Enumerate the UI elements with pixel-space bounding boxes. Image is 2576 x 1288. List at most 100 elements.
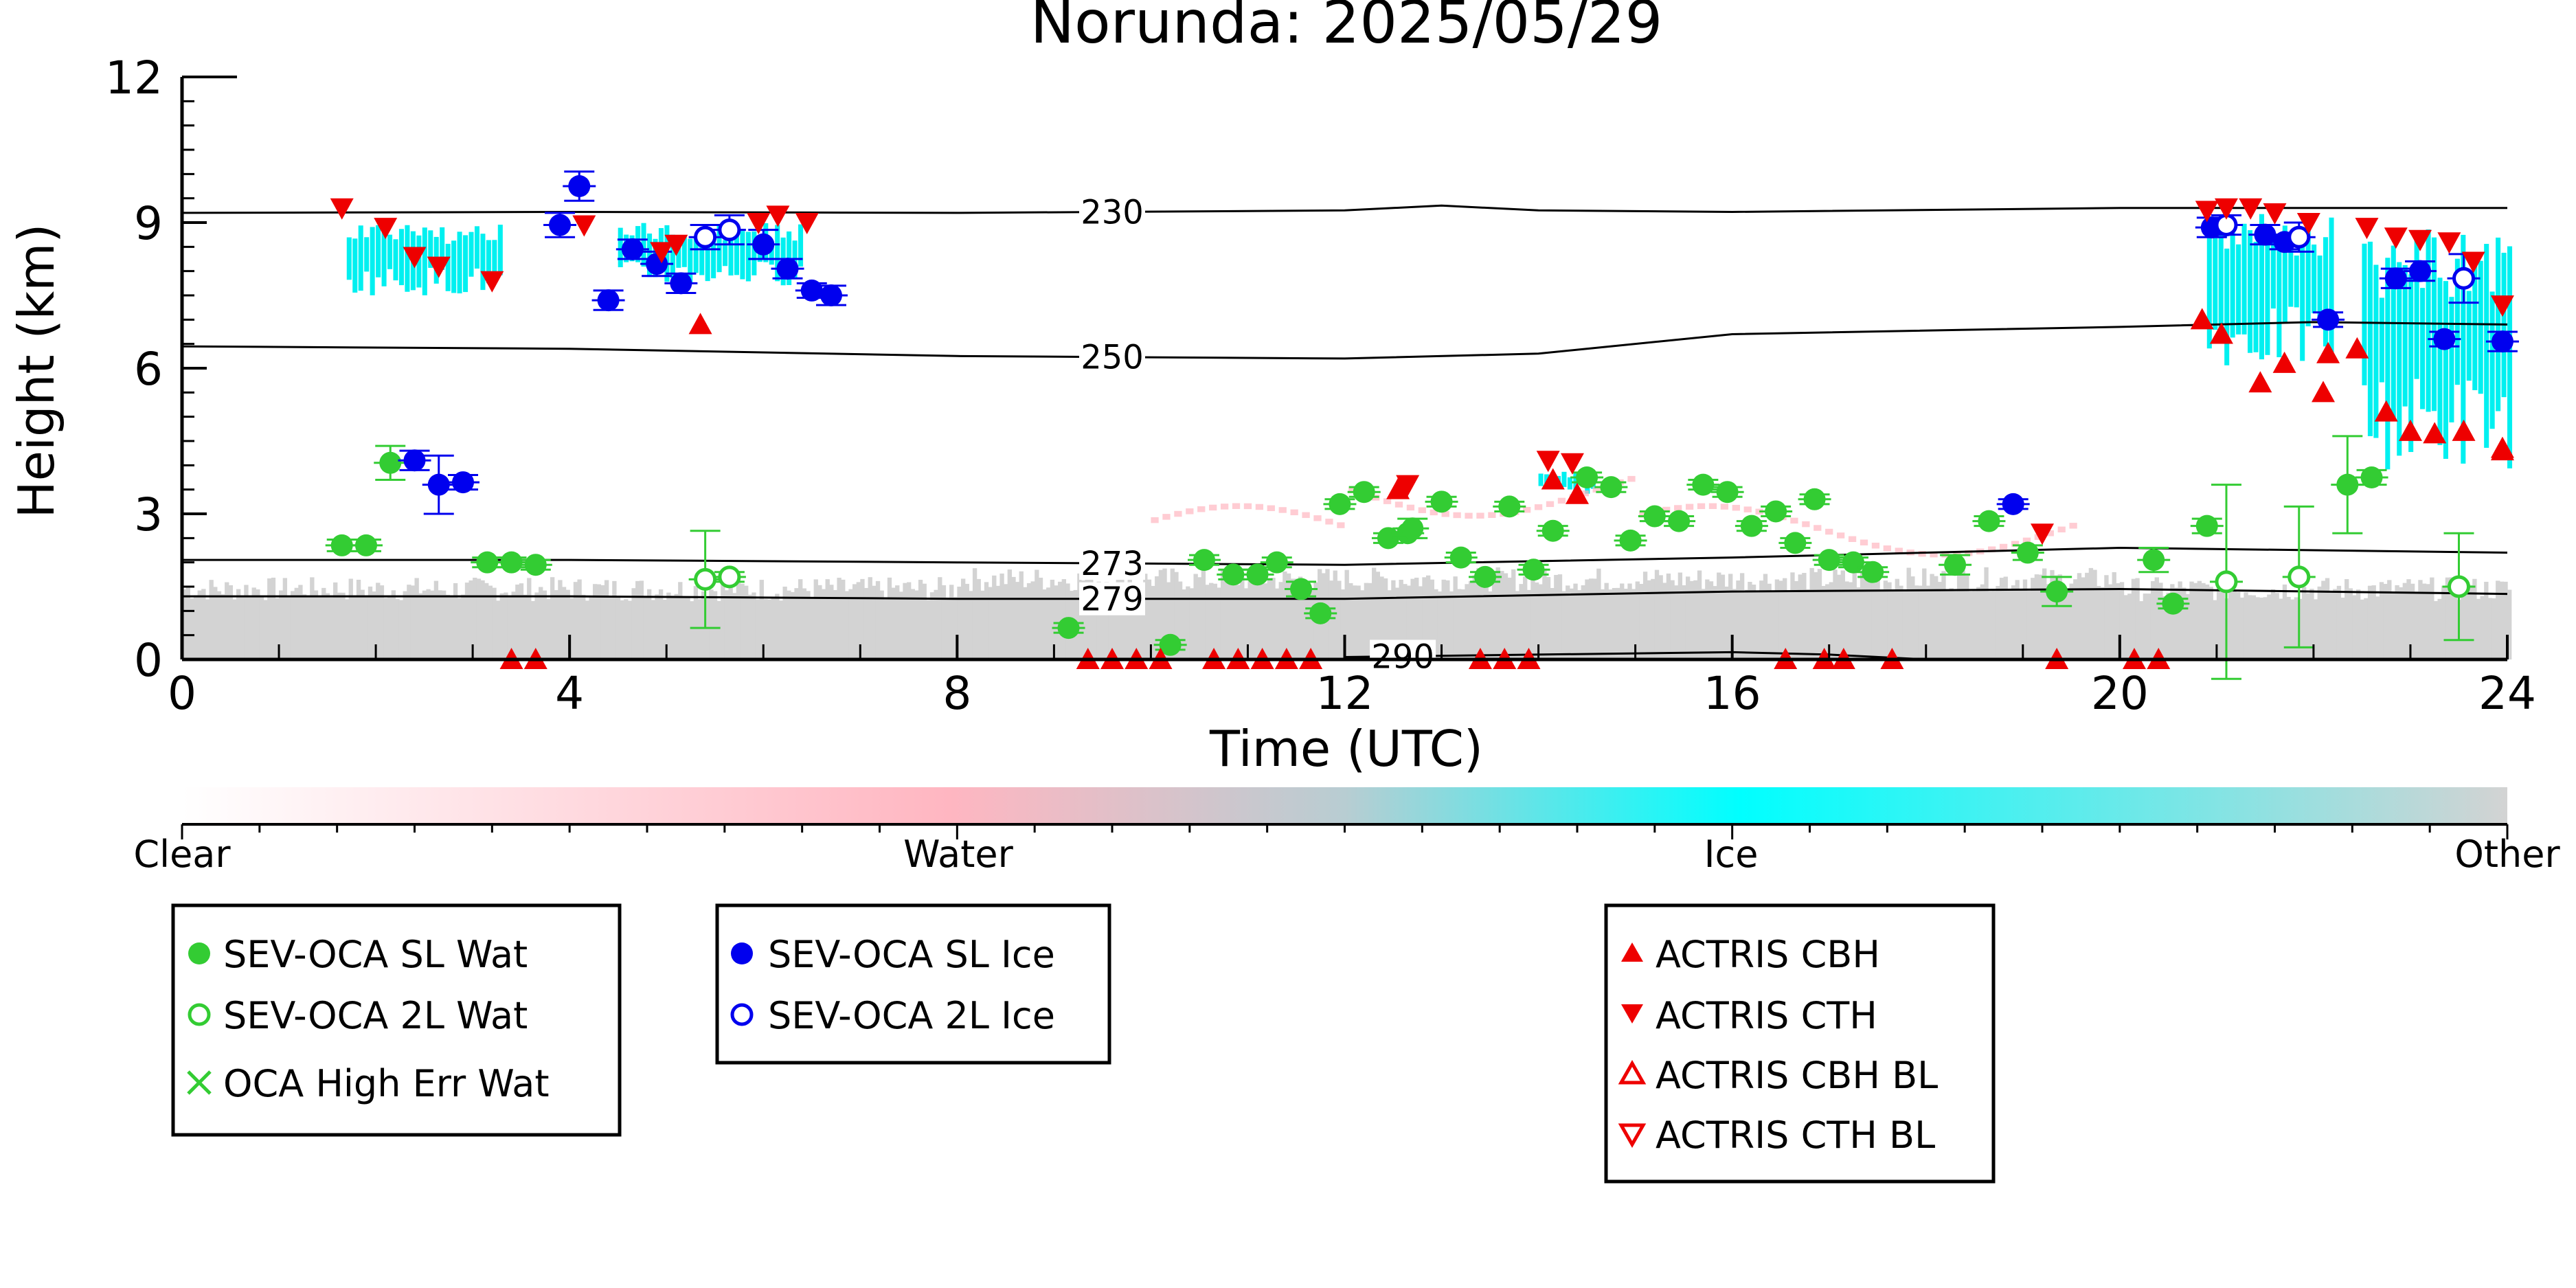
other-cloud-column (313, 590, 319, 659)
water-cloud-column (1743, 506, 1752, 512)
other-cloud-column (1689, 580, 1694, 659)
other-cloud-column (732, 593, 737, 659)
water-cloud-column (1406, 504, 1415, 511)
other-cloud-column (1980, 584, 1985, 659)
data-point (2239, 198, 2263, 220)
data-point (718, 565, 741, 589)
water-cloud-column (1430, 509, 1438, 516)
other-cloud-column (1309, 588, 1315, 659)
other-cloud-column (1399, 580, 1403, 659)
ice-cloud-column (775, 225, 780, 282)
other-cloud-column (833, 590, 838, 659)
other-cloud-column (1329, 580, 1334, 659)
other-cloud-column (2042, 568, 2047, 659)
other-cloud-column (1523, 576, 1528, 659)
legend-marker-sl-ice (731, 942, 753, 964)
other-cloud-column (1860, 572, 1865, 659)
other-cloud-column (519, 583, 524, 659)
other-cloud-column (302, 594, 307, 659)
legend-marker-2l-wat (188, 1003, 211, 1026)
other-cloud-column (2108, 584, 2113, 659)
other-cloud-column (1146, 579, 1152, 659)
other-cloud-column (887, 577, 892, 659)
other-cloud-column (1337, 580, 1342, 659)
ice-cloud-column (2300, 246, 2305, 361)
other-cloud-column (1151, 585, 1155, 659)
data-point (2016, 541, 2039, 564)
data-point (1716, 481, 1739, 504)
other-cloud-column (1081, 580, 1086, 659)
other-cloud-column (790, 591, 795, 659)
ice-cloud-column (2248, 230, 2253, 353)
data-point (694, 225, 717, 249)
other-cloud-column (2360, 599, 2364, 659)
other-cloud-column (2274, 593, 2279, 659)
other-cloud-column (674, 594, 679, 659)
legend-marker-cbh-bl (1618, 1059, 1647, 1085)
other-cloud-column (1112, 588, 1117, 659)
isotherm-label-279: 279 (1081, 580, 1144, 619)
other-cloud-column (1236, 585, 1241, 659)
data-point (1944, 554, 1967, 576)
ice-cloud-column (2206, 226, 2212, 349)
other-cloud-column (1364, 583, 1369, 659)
water-cloud-column (1592, 486, 1601, 493)
data-point (354, 534, 377, 556)
other-cloud-column (2182, 587, 2187, 659)
other-cloud-column (1026, 583, 1032, 659)
other-cloud-column (418, 593, 423, 659)
other-cloud-column (337, 592, 342, 659)
data-point (800, 279, 823, 302)
other-cloud-column (329, 597, 334, 659)
water-cloud-column (1802, 521, 1810, 528)
ice-cloud-column (370, 227, 375, 295)
ice-cloud-column (2391, 245, 2396, 418)
other-cloud-column (1371, 567, 1377, 659)
other-cloud-column (247, 597, 253, 659)
other-cloud-column (2204, 584, 2210, 659)
other-cloud-column (1015, 582, 1020, 659)
water-cloud-column (1581, 490, 1589, 497)
other-cloud-column (1996, 586, 2000, 659)
legend-label-sl-ice: SEV-OCA SL Ice (768, 933, 1055, 976)
data-point (747, 213, 771, 234)
isotherm-label-bg (1079, 340, 1145, 374)
other-cloud-column (926, 600, 931, 659)
ice-cloud-column (2472, 255, 2478, 391)
other-cloud-column (398, 600, 404, 659)
ice-cloud-column (428, 230, 433, 268)
other-cloud-column (1131, 585, 1136, 659)
other-cloud-column (310, 577, 315, 659)
other-cloud-column (1127, 578, 1132, 659)
ice-cloud-column (688, 238, 693, 282)
other-cloud-column (372, 591, 376, 659)
legend-marker-2l-ice (730, 1003, 754, 1026)
other-cloud-column (635, 580, 640, 659)
other-cloud-column (662, 599, 667, 659)
data-point (2263, 203, 2287, 225)
ice-cloud-column (2288, 235, 2294, 307)
ice-cloud-column (398, 229, 404, 286)
data-point (1541, 468, 1565, 490)
other-cloud-column (1918, 585, 1923, 659)
water-cloud-column (1697, 503, 1706, 510)
other-cloud-column (2507, 589, 2512, 659)
other-cloud-column (403, 591, 407, 659)
isotherm-line-230 (181, 204, 2507, 214)
other-cloud-column (1538, 584, 1543, 659)
other-cloud-column (1476, 568, 1481, 659)
other-cloud-column (190, 598, 194, 659)
other-cloud-column (507, 596, 512, 659)
legend-label-cbh-bl: ACTRIS CBH BL (1656, 1054, 1938, 1097)
other-cloud-column (953, 597, 958, 659)
data-point (2312, 381, 2336, 403)
ice-cloud-column (352, 238, 358, 293)
other-cloud-column (949, 585, 954, 659)
other-cloud-column (2112, 572, 2116, 659)
other-cloud-column (1910, 576, 1915, 659)
other-cloud-column (2267, 594, 2272, 659)
water-cloud-column (1243, 503, 1252, 510)
data-point (1740, 515, 1763, 537)
ice-cloud-column (1573, 473, 1579, 495)
other-cloud-column (2069, 583, 2074, 659)
